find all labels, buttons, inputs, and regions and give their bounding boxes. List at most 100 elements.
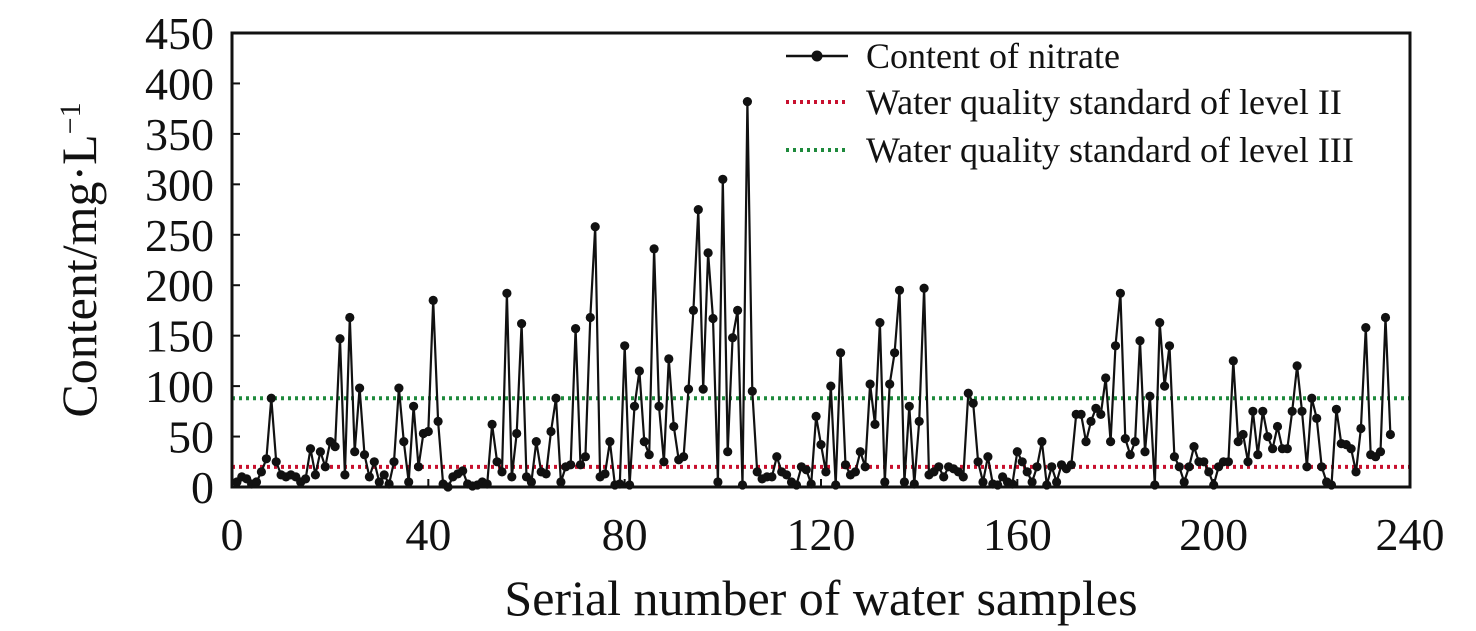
y-tick-label: 0 (191, 462, 214, 513)
nitrate-data-point (890, 348, 900, 358)
nitrate-data-point (836, 348, 846, 358)
nitrate-data-point (590, 222, 600, 232)
nitrate-data-point (1356, 423, 1366, 434)
nitrate-data-point (865, 379, 875, 389)
nitrate-data-point (904, 401, 914, 411)
legend-label-nitrate: Content of nitrate (866, 36, 1120, 76)
nitrate-data-point (1027, 477, 1037, 487)
legend-label-level-ii: Water quality standard of level II (866, 82, 1342, 122)
nitrate-data-point (546, 426, 556, 437)
nitrate-data-point (885, 379, 895, 389)
nitrate-data-point (1287, 406, 1297, 416)
x-tick-label: 80 (602, 509, 648, 560)
x-tick-label: 240 (1376, 509, 1445, 560)
nitrate-data-point (1130, 437, 1140, 447)
nitrate-data-point (703, 248, 713, 258)
nitrate-data-point (1272, 421, 1283, 432)
nitrate-data-point (880, 477, 890, 487)
nitrate-data-point (894, 285, 905, 295)
nitrate-data-point (728, 333, 738, 343)
nitrate-data-point (1096, 409, 1106, 419)
nitrate-data-point (1169, 452, 1179, 462)
nitrate-data-point (330, 442, 340, 452)
nitrate-data-point (517, 319, 527, 329)
nitrate-data-point (320, 462, 330, 472)
nitrate-data-point (639, 437, 649, 447)
nitrate-data-point (782, 470, 792, 480)
x-tick-label: 160 (983, 509, 1052, 560)
nitrate-data-point (1047, 462, 1057, 472)
nitrate-data-point (958, 472, 968, 482)
nitrate-data-point (1351, 467, 1361, 477)
nitrate-data-point (600, 469, 610, 479)
nitrate-data-point (531, 437, 541, 447)
nitrate-data-point (251, 477, 262, 487)
nitrate-data-point (620, 341, 630, 351)
nitrate-data-point (605, 437, 615, 447)
nitrate-data-point (345, 312, 355, 323)
y-tick-label: 400 (145, 58, 214, 109)
nitrate-data-point (939, 472, 949, 482)
nitrate-data-point (840, 460, 851, 470)
nitrate-data-point (688, 305, 699, 315)
y-tick-label: 50 (168, 412, 214, 463)
y-axis-title-main: Content/mg·L (51, 134, 107, 417)
y-tick-label: 200 (145, 260, 214, 311)
nitrate-data-point (733, 305, 743, 315)
nitrate-data-point (772, 452, 782, 462)
nitrate-data-point (968, 398, 978, 408)
x-tick-label: 120 (787, 509, 856, 560)
nitrate-data-point (413, 462, 424, 472)
nitrate-data-point (1135, 336, 1145, 346)
nitrate-data-point (742, 97, 753, 107)
nitrate-data-point (860, 462, 870, 472)
nitrate-data-point (983, 452, 993, 462)
nitrate-data-point (698, 384, 708, 394)
nitrate-data-point (256, 467, 266, 477)
nitrate-data-point (340, 470, 350, 480)
reference-lines (232, 396, 1410, 469)
nitrate-data-point (1233, 437, 1243, 447)
nitrate-data-point (634, 366, 645, 376)
nitrate-data-point (409, 401, 419, 411)
nitrate-data-point (1243, 457, 1253, 467)
nitrate-data-point (1106, 437, 1116, 447)
nitrate-data-point (669, 421, 679, 432)
nitrate-data-point (850, 467, 861, 477)
nitrate-data-point (1145, 391, 1155, 401)
nitrate-data-point (1258, 406, 1268, 416)
nitrate-data-point (973, 457, 983, 467)
nitrate-data-point (1012, 447, 1022, 457)
nitrate-data-point (752, 467, 762, 477)
nitrate-data-point (963, 388, 973, 398)
nitrate-data-point (575, 460, 586, 470)
nitrate-data-point (379, 470, 389, 480)
nitrate-data-point (1302, 462, 1312, 472)
nitrate-data-point (1385, 429, 1395, 440)
nitrate-data-point (556, 477, 566, 487)
nitrate-data-point (1307, 393, 1317, 403)
y-tick-label: 250 (145, 210, 214, 261)
nitrate-data-point (310, 470, 320, 480)
nitrate-data-point (1066, 460, 1076, 470)
nitrate-data-point (1022, 467, 1032, 477)
nitrate-data-point (1037, 437, 1047, 447)
nitrate-data-point (679, 452, 689, 462)
nitrate-data-point (811, 411, 821, 421)
nitrate-data-point (899, 477, 910, 487)
nitrate-data-point (374, 477, 384, 487)
nitrate-data-point (389, 457, 399, 467)
nitrate-data-point (497, 467, 507, 477)
nitrate-data-point (1292, 361, 1302, 371)
nitrate-data-point (1228, 356, 1238, 366)
nitrate-data-point (315, 447, 325, 457)
nitrate-data-point (767, 472, 777, 482)
nitrate-data-point (718, 174, 728, 184)
nitrate-data-point (654, 401, 664, 411)
nitrate-data-point (271, 457, 281, 467)
nitrate-data-point (585, 312, 595, 323)
nitrate-data-point (821, 467, 831, 477)
nitrate-data-point (1120, 434, 1130, 444)
nitrate-data-point (708, 313, 718, 324)
